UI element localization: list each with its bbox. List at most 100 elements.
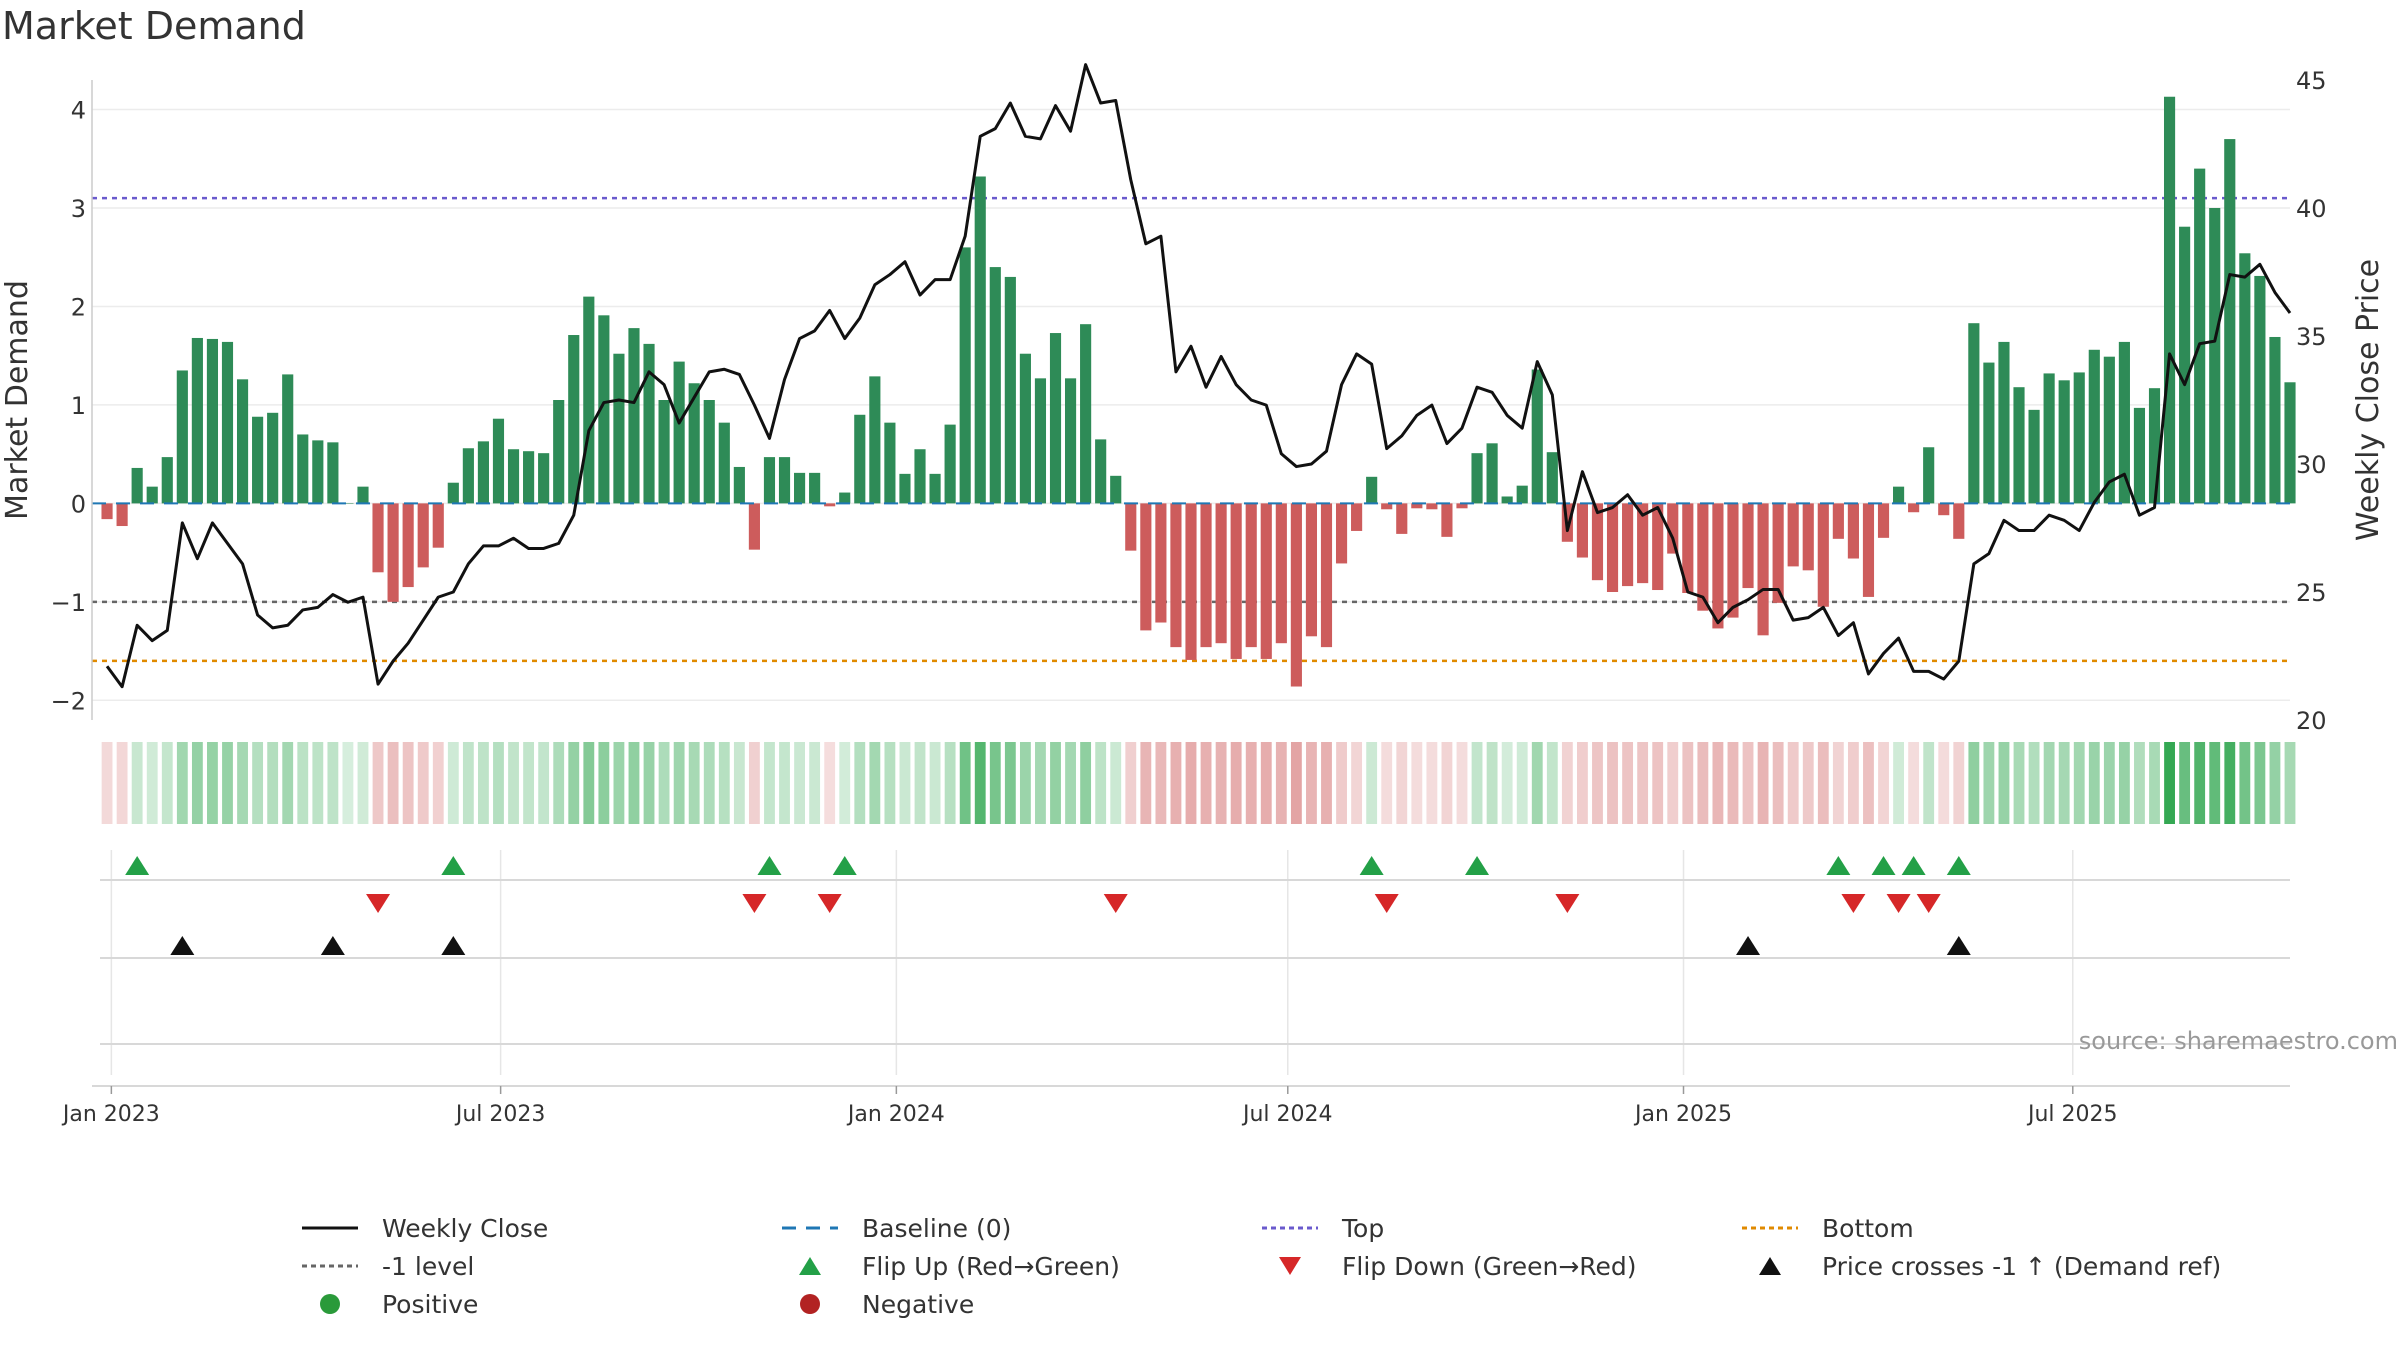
intensity-cell xyxy=(523,742,535,824)
intensity-cell xyxy=(1998,742,2010,824)
intensity-cell xyxy=(583,742,595,824)
demand-bar xyxy=(1983,362,1995,504)
intensity-cell xyxy=(1953,742,1965,824)
demand-bar xyxy=(748,503,760,550)
demand-bar xyxy=(1351,503,1363,531)
intensity-cell xyxy=(1878,742,1889,824)
y-tick-label: 4 xyxy=(71,97,86,125)
demand-bar xyxy=(703,400,715,504)
intensity-cell xyxy=(327,742,339,824)
intensity-cell xyxy=(161,742,173,824)
demand-bar xyxy=(492,418,505,504)
y-tick-label: 0 xyxy=(71,490,86,518)
intensity-cell xyxy=(1351,742,1363,824)
demand-bar xyxy=(236,379,249,504)
demand-bar xyxy=(1125,503,1137,551)
x-tick-label: Jul 2024 xyxy=(1241,1102,1333,1127)
intensity-cell xyxy=(222,742,233,824)
intensity-cell xyxy=(824,742,836,824)
demand-bar xyxy=(161,457,173,504)
intensity-cell xyxy=(1155,742,1167,824)
intensity-cell xyxy=(748,742,760,824)
intensity-cell xyxy=(1817,742,1829,824)
demand-bar xyxy=(1080,324,1092,504)
intensity-cell xyxy=(643,742,655,824)
legend-item: Baseline (0) xyxy=(780,1210,1011,1246)
intensity-cell xyxy=(1742,742,1754,824)
intensity-cell xyxy=(2179,742,2191,824)
demand-bar xyxy=(1591,503,1604,581)
flip-up-marker xyxy=(1359,856,1384,875)
demand-bar xyxy=(1275,503,1287,644)
intensity-cell xyxy=(1275,742,1287,824)
demand-bar xyxy=(1140,503,1152,631)
intensity-cell xyxy=(1426,742,1438,824)
demand-bar xyxy=(1742,503,1754,589)
legend-item: Negative xyxy=(780,1286,974,1322)
demand-bar xyxy=(1637,503,1649,584)
y2-tick-label: 20 xyxy=(2296,707,2327,735)
intensity-cell xyxy=(1411,742,1423,824)
intensity-cell xyxy=(207,742,218,824)
demand-bar xyxy=(2179,226,2191,504)
demand-bar xyxy=(1110,475,1122,504)
demand-bar xyxy=(1049,333,1062,504)
intensity-cell xyxy=(1772,742,1784,824)
demand-bar xyxy=(252,416,264,504)
demand-bar xyxy=(282,374,294,504)
legend-symbol-icon xyxy=(780,1286,840,1322)
price-cross-marker xyxy=(1946,936,1971,955)
flip-down-marker xyxy=(1374,894,1399,913)
demand-bar xyxy=(1727,503,1739,618)
intensity-cell xyxy=(1110,742,1122,824)
demand-bar xyxy=(1847,503,1859,559)
intensity-cell xyxy=(1230,742,1242,824)
flip-up-marker xyxy=(441,856,466,875)
demand-bar xyxy=(357,486,369,504)
demand-bar xyxy=(733,466,745,504)
intensity-cell xyxy=(1306,742,1317,824)
demand-bar xyxy=(327,442,339,504)
intensity-cell xyxy=(974,742,986,824)
demand-bar xyxy=(2148,388,2161,504)
demand-bar xyxy=(568,335,580,504)
y-tick-label: −2 xyxy=(51,687,86,715)
demand-bar xyxy=(221,341,234,504)
demand-bar xyxy=(1456,503,1468,509)
intensity-cell xyxy=(1080,742,1092,824)
legend-item: -1 level xyxy=(300,1248,474,1284)
close-line-layer xyxy=(92,63,2292,689)
demand-bar xyxy=(1622,503,1634,587)
intensity-cell xyxy=(2103,742,2115,824)
demand-bar xyxy=(2269,336,2281,504)
intensity-cell xyxy=(387,742,399,824)
demand-bar xyxy=(146,486,158,504)
intensity-cell xyxy=(1667,742,1679,824)
demand-bar xyxy=(1200,503,1212,648)
legend-item: Weekly Close xyxy=(300,1210,548,1246)
intensity-cell xyxy=(1531,742,1543,824)
intensity-cell xyxy=(1035,742,1046,824)
event-markers xyxy=(125,856,1971,955)
legend-symbol-icon xyxy=(780,1210,840,1246)
x-tick-label: Jan 2025 xyxy=(1633,1102,1732,1127)
intensity-cell xyxy=(2134,742,2145,824)
y2-tick-label: 35 xyxy=(2296,323,2327,351)
demand-bar xyxy=(1938,503,1950,516)
intensity-cell xyxy=(2209,742,2221,824)
intensity-cell xyxy=(2194,742,2206,824)
demand-bar xyxy=(794,472,806,504)
intensity-cell xyxy=(1245,742,1257,824)
demand-bar xyxy=(507,449,520,504)
intensity-cell xyxy=(2028,742,2040,824)
demand-bar xyxy=(2209,208,2221,504)
demand-bar xyxy=(1471,453,1483,504)
demand-bar xyxy=(2284,382,2296,504)
demand-bar xyxy=(1877,503,1890,538)
demand-bar xyxy=(1170,503,1182,648)
intensity-strip xyxy=(101,742,2296,824)
demand-bar xyxy=(778,457,791,504)
intensity-cell xyxy=(914,742,926,824)
demand-bar xyxy=(989,267,1001,504)
demand-bar xyxy=(869,376,881,504)
